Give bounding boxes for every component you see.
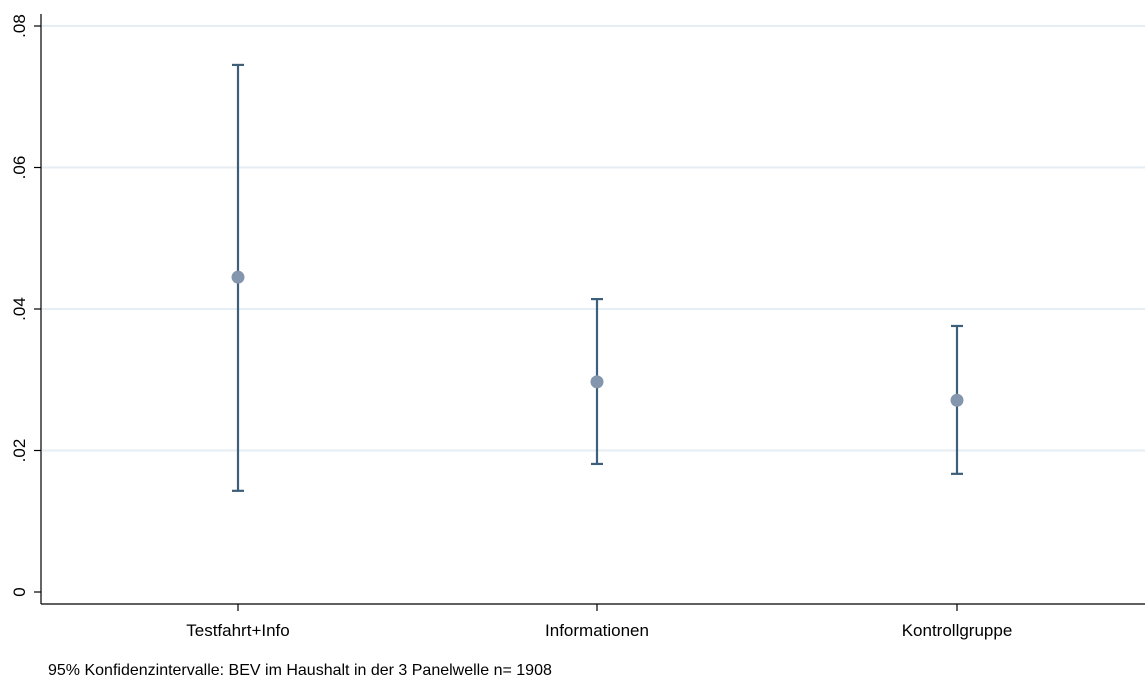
x-tick-label: Kontrollgruppe: [902, 621, 1013, 640]
x-tick-label: Informationen: [545, 621, 649, 640]
x-tick-label: Testfahrt+Info: [186, 621, 289, 640]
chart-note: 95% Konfidenzintervalle: BEV im Haushalt…: [48, 662, 552, 679]
y-tick-label: .08: [10, 14, 29, 38]
y-tick-label: .04: [10, 297, 29, 321]
point-estimate: [951, 394, 964, 407]
error-bars: [232, 65, 963, 491]
point-estimate: [232, 271, 245, 284]
y-tick-label: 0: [10, 587, 29, 596]
x-axis-ticks: Testfahrt+Info Informationen Kontrollgrupp…: [186, 604, 1012, 640]
y-axis-ticks: 0 .02 .04 .06 .08: [10, 14, 41, 597]
y-tick-label: .02: [10, 439, 29, 463]
y-tick-label: .06: [10, 156, 29, 180]
point-estimate: [591, 375, 604, 388]
